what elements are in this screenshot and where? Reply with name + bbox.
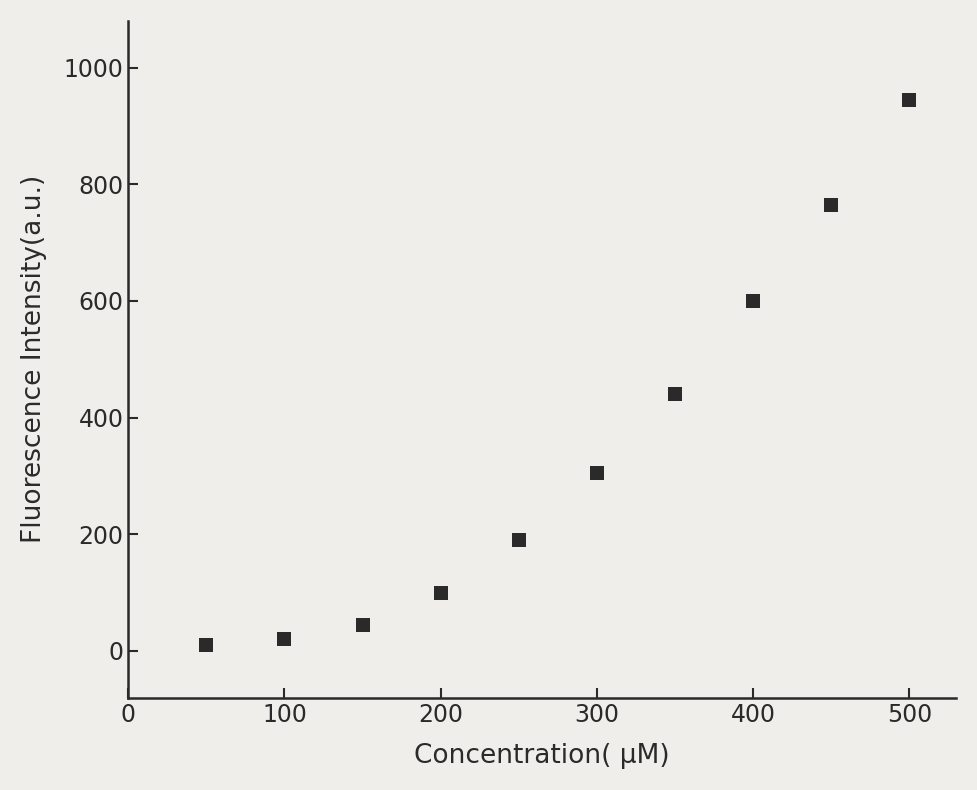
Point xyxy=(667,388,683,401)
Point xyxy=(198,639,214,652)
Point xyxy=(276,633,292,645)
Y-axis label: Fluorescence Intensity(a.u.): Fluorescence Intensity(a.u.) xyxy=(21,175,47,544)
Point xyxy=(745,295,761,307)
Point xyxy=(355,619,370,631)
Point xyxy=(902,93,917,106)
Point xyxy=(824,198,839,211)
Point xyxy=(433,586,448,599)
Point xyxy=(589,467,605,480)
Point xyxy=(511,534,527,547)
X-axis label: Concentration( μM): Concentration( μM) xyxy=(414,743,670,769)
